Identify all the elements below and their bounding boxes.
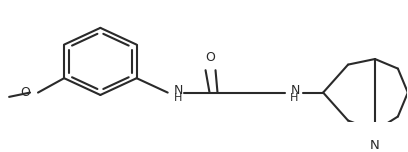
Text: N: N [174, 84, 183, 97]
Text: N: N [290, 84, 299, 97]
Text: N: N [370, 139, 380, 152]
Text: H: H [290, 93, 299, 103]
Text: O: O [206, 51, 215, 64]
Text: O: O [20, 86, 30, 99]
Text: H: H [174, 93, 182, 103]
